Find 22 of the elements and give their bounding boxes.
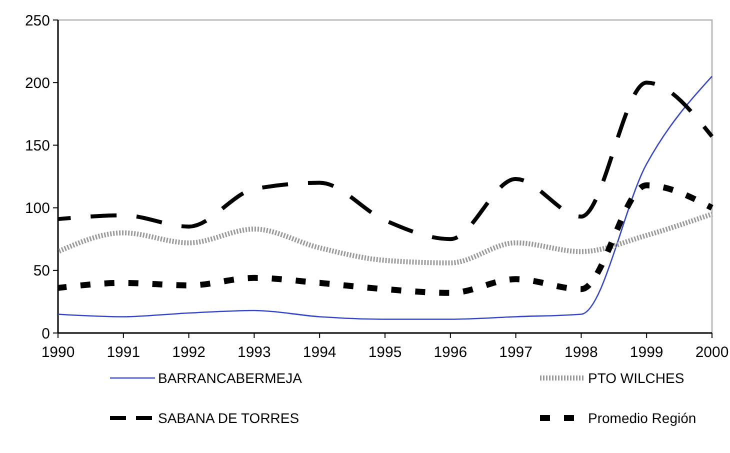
y-tick-label: 100	[24, 200, 50, 218]
x-tick-label: 1997	[499, 344, 532, 361]
y-tick-label: 150	[24, 137, 50, 154]
legend-label: PTO WILCHES	[588, 370, 684, 386]
x-tick-label: 1993	[238, 344, 271, 361]
y-tick-label: 200	[24, 74, 50, 92]
y-tick-label: 0	[42, 325, 50, 342]
y-tick-label: 250	[24, 12, 50, 30]
legend-label: BARRANCABERMEJA	[158, 370, 303, 386]
line-series	[57, 76, 713, 320]
x-tick-label: 1999	[630, 344, 664, 361]
x-tick-label: 1995	[368, 344, 402, 361]
legend-label: SABANA DE TORRES	[158, 410, 300, 426]
y-tick-label: 50	[33, 262, 50, 280]
x-tick-label: 2000	[695, 344, 729, 361]
legend-label: Promedio Región	[588, 410, 696, 426]
x-tick-label: 1992	[172, 344, 206, 361]
x-tick-label: 1996	[434, 344, 468, 361]
x-tick-label: 1998	[564, 344, 598, 361]
x-tick-label: 1990	[41, 344, 75, 361]
x-tick-label: 1994	[302, 344, 336, 361]
x-tick-label: 1991	[106, 344, 140, 361]
